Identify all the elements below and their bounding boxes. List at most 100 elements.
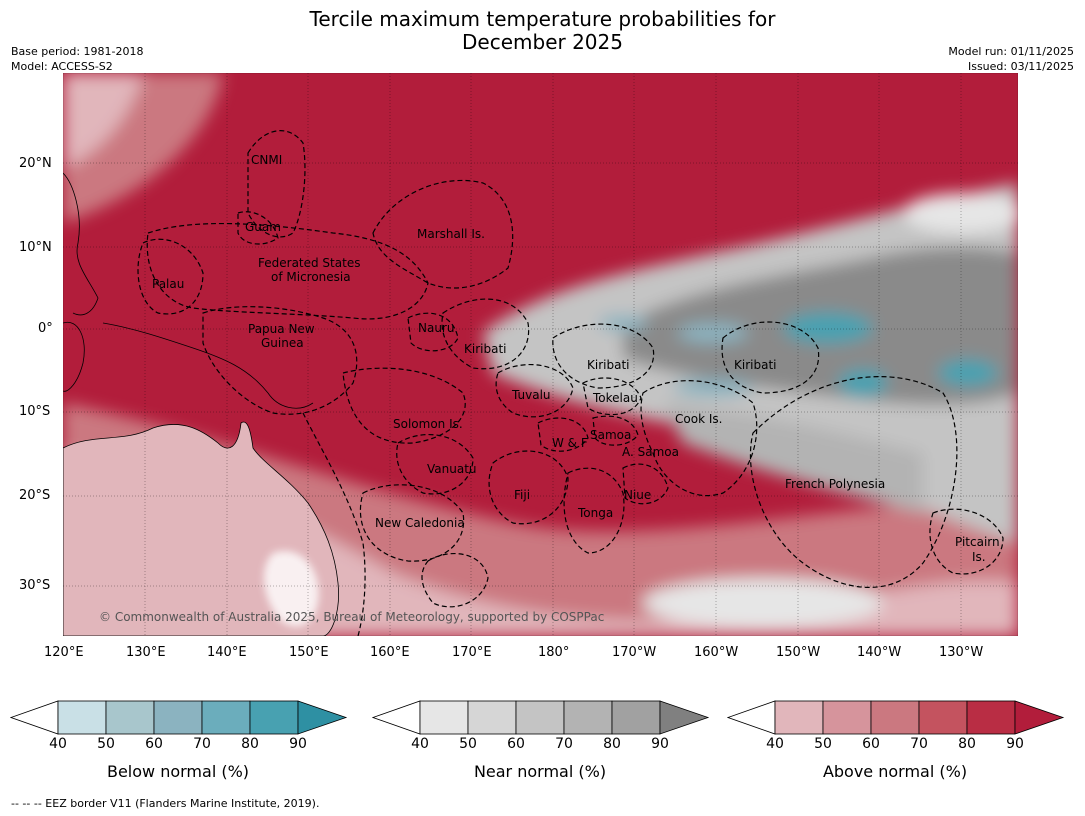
tick-above-80: 80 <box>958 736 976 752</box>
tick-near-60: 60 <box>507 736 525 752</box>
region-label-wf: W & F <box>552 436 588 450</box>
tick-near-90: 90 <box>651 736 669 752</box>
eez-kiribati-east <box>721 321 820 394</box>
region-label-cook: Cook Is. <box>675 412 722 426</box>
tick-below-80: 80 <box>241 736 259 752</box>
region-label-kiribati-e: Kiribati <box>734 358 776 372</box>
lon-label-140w: 140°W <box>857 645 902 660</box>
lat-label-10s: 10°S <box>19 404 51 419</box>
region-label-pitcairn-2: Is. <box>972 550 986 564</box>
below-normal-area-1 <box>783 312 873 344</box>
colorbar-above-swatch-2 <box>822 700 872 735</box>
colorbar-near-label: Near normal (%) <box>473 762 607 781</box>
eez-borders <box>137 130 1004 636</box>
philippines-coast <box>63 172 99 316</box>
region-label-tokelau: Tokelau <box>592 391 638 405</box>
model-run: Model run: 01/11/2025 <box>948 45 1074 58</box>
colorbar-above-under-arrow <box>727 700 776 735</box>
eez-new-caledonia <box>359 484 465 562</box>
colorbar-near-swatch-4 <box>563 700 613 735</box>
colorbar-above-swatch-3 <box>870 700 920 735</box>
near-normal-south-tail <box>663 403 923 513</box>
eez-niue <box>622 463 669 505</box>
region-label-fsm-1: Federated States <box>258 256 360 270</box>
region-label-kiribati-w: Kiribati <box>464 342 506 356</box>
region-label-png-1: Papua New <box>248 322 315 336</box>
map-title: Tercile maximum temperature probabilitie… <box>0 8 1085 54</box>
eez-aus-east <box>302 412 366 636</box>
tick-near-40: 40 <box>411 736 429 752</box>
region-label-tuvalu: Tuvalu <box>511 388 551 402</box>
lat-label-20n: 20°N <box>19 156 52 171</box>
colorbar-below-swatch-2 <box>105 700 155 735</box>
region-label-new-caledonia: New Caledonia <box>375 516 465 530</box>
eez-png <box>202 306 358 415</box>
lon-label-150e: 150°E <box>289 645 329 660</box>
colorbar-below-swatch-1 <box>57 700 107 735</box>
model-name: Model: ACCESS-S2 <box>11 60 113 73</box>
colorbar-near-swatch-5 <box>611 700 661 735</box>
colorbar-near-swatch-3 <box>515 700 565 735</box>
lat-label-20s: 20°S <box>19 488 51 503</box>
base-period: Base period: 1981-2018 <box>11 45 144 58</box>
region-label-fsm-2: of Micronesia <box>271 270 351 284</box>
australia-light-patch <box>263 551 319 627</box>
lon-label-130w: 130°W <box>939 645 984 660</box>
issued-date: Issued: 03/11/2025 <box>967 60 1074 73</box>
lon-label-150w: 150°W <box>776 645 821 660</box>
title-line-1: Tercile maximum temperature probabilitie… <box>309 7 776 31</box>
lat-label-0: 0° <box>38 321 53 336</box>
colorbar-above-over-arrow <box>1014 700 1065 735</box>
region-label-kiribati-c: Kiribati <box>587 358 629 372</box>
colorbar-near-swatch-2 <box>467 700 517 735</box>
colorbar-near-under-arrow <box>372 700 421 735</box>
eez-footnote: -- -- -- EEZ border V11 (Flanders Marine… <box>11 797 320 810</box>
colorbar-below-swatches <box>10 700 348 735</box>
lon-label-180: 180° <box>538 645 570 660</box>
region-label-marshall: Marshall Is. <box>417 227 485 241</box>
region-label-tonga: Tonga <box>577 506 613 520</box>
new-guinea-coast <box>102 322 314 409</box>
eez-tokelau <box>582 377 642 416</box>
eez-palau <box>137 238 204 315</box>
colorbar-below-swatch-3 <box>153 700 203 735</box>
eez-samoa <box>592 415 639 446</box>
colorbar-above-label: Above normal (%) <box>822 762 968 781</box>
region-label-a-samoa: A. Samoa <box>622 445 679 459</box>
region-label-fiji: Fiji <box>514 488 530 502</box>
region-label-cnmi: CNMI <box>251 153 282 167</box>
colorbar-above-swatch-5 <box>966 700 1016 735</box>
tick-above-90: 90 <box>1006 736 1024 752</box>
lat-label-10n: 10°N <box>19 240 52 255</box>
light-area-east <box>903 193 1018 233</box>
borneo-coast <box>63 321 85 392</box>
colorbar-above-swatch-4 <box>918 700 968 735</box>
eez-fiji <box>488 450 569 525</box>
lon-label-140e: 140°E <box>207 645 247 660</box>
eez-cnmi <box>247 130 306 238</box>
colorbar-above-swatches <box>727 700 1065 735</box>
below-normal-area-2 <box>678 323 748 343</box>
meta-left: Base period: 1981-2018 Model: ACCESS-S2 <box>11 44 143 74</box>
region-label-nauru: Nauru <box>418 321 454 335</box>
tick-below-70: 70 <box>193 736 211 752</box>
colorbar-near <box>372 700 710 735</box>
colorbar-below-label: Below normal (%) <box>106 762 250 781</box>
lon-label-130e: 130°E <box>126 645 166 660</box>
colorbar-near-swatch-1 <box>419 700 469 735</box>
title-line-2: December 2025 <box>462 30 623 54</box>
tick-below-40: 40 <box>49 736 67 752</box>
lon-label-120e: 120°E <box>44 645 84 660</box>
colorbar-below-over-arrow <box>297 700 348 735</box>
tick-above-40: 40 <box>766 736 784 752</box>
eez-norfolk <box>421 552 489 608</box>
eez-cook <box>640 380 758 497</box>
colorbar-below <box>10 700 348 735</box>
eez-tuvalu <box>495 364 574 418</box>
eez-vanuatu <box>396 434 474 495</box>
below-normal-area-6 <box>598 315 648 331</box>
lon-label-170w: 170°W <box>612 645 657 660</box>
tick-above-60: 60 <box>862 736 880 752</box>
lon-label-160e: 160°E <box>370 645 410 660</box>
region-labels: CNMI Guam Marshall Is. Federated States … <box>152 153 1000 564</box>
